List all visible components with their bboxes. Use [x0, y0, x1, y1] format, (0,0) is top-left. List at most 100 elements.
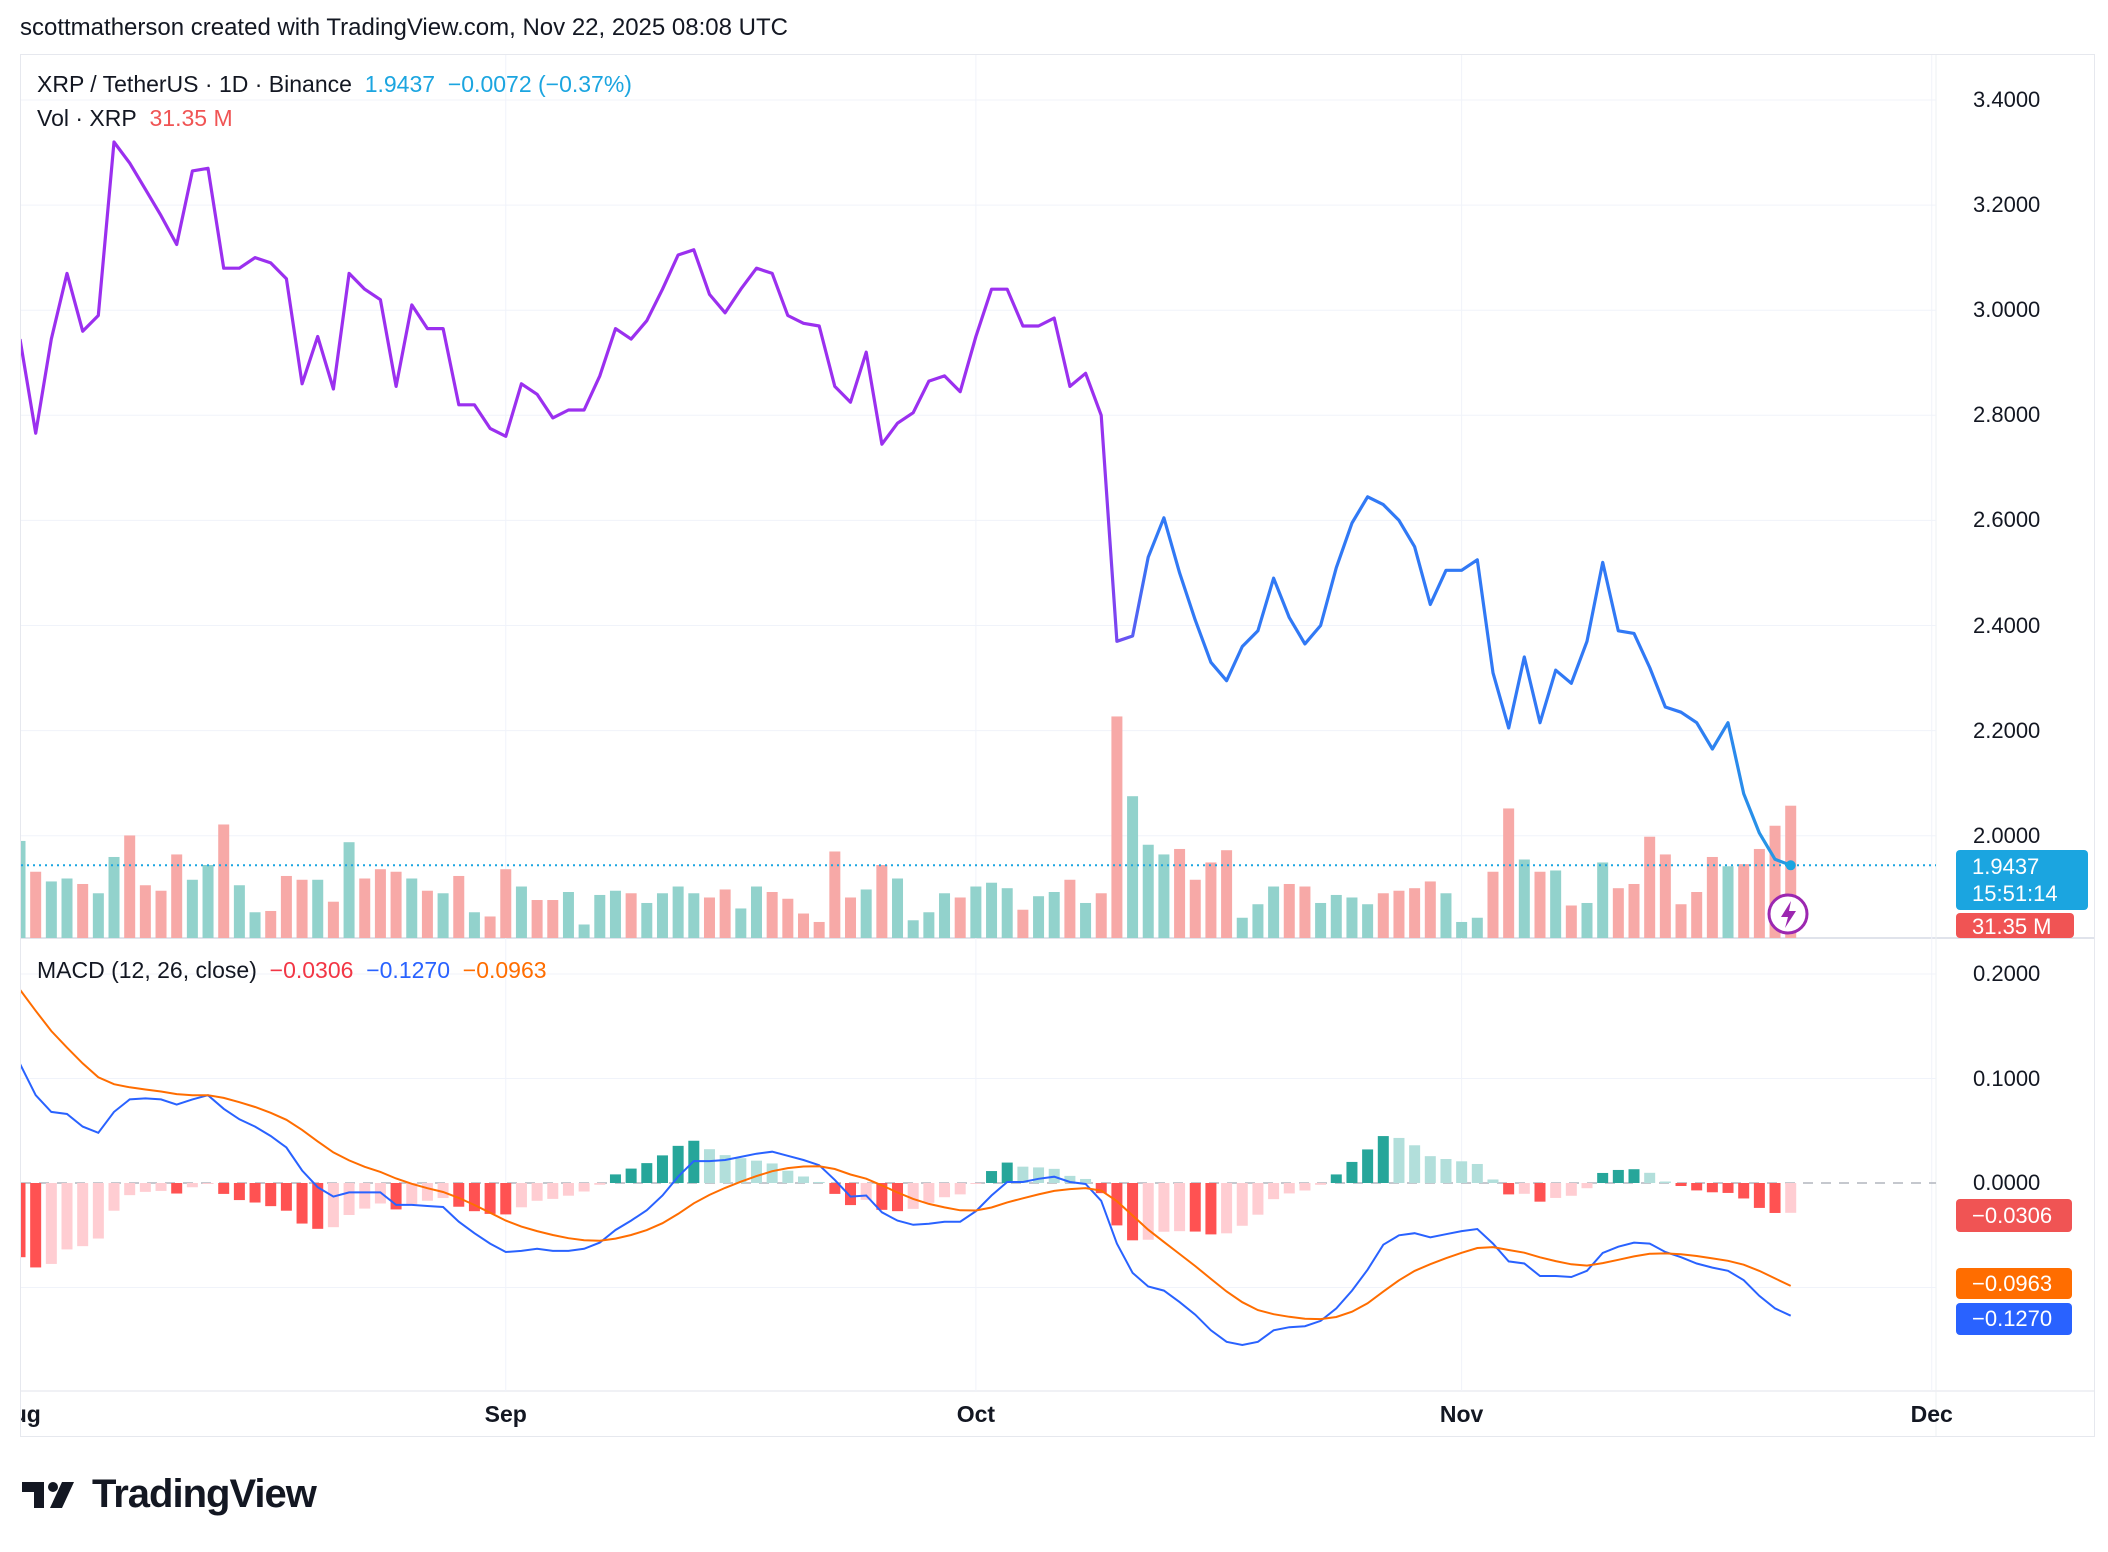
- attribution-text: scottmatherson created with TradingView.…: [20, 14, 788, 41]
- macd-histogram-bar: [782, 1170, 794, 1183]
- volume-bar: [1111, 716, 1123, 938]
- macd-histogram-bar: [1597, 1172, 1609, 1183]
- time-label-dec: Dec: [1910, 1401, 1953, 1427]
- last-price-tag: 1.9437 15:51:14: [1956, 850, 2088, 910]
- volume-label: Vol · XRP: [37, 105, 137, 131]
- volume-legend[interactable]: Vol · XRP 31.35 M: [37, 105, 233, 132]
- volume-bar: [343, 842, 355, 938]
- volume-bar: [124, 835, 136, 938]
- macd-legend[interactable]: MACD (12, 26, close) −0.0306 −0.1270 −0.…: [37, 957, 547, 984]
- macd-line-value: −0.1270: [366, 957, 450, 983]
- macd-histogram-bar: [1409, 1145, 1421, 1183]
- volume-bar: [845, 897, 857, 938]
- volume-bar: [1080, 902, 1092, 938]
- volume-bar: [1471, 917, 1483, 938]
- macd-histogram-bar: [21, 1183, 26, 1258]
- volume-bar: [390, 871, 402, 938]
- macd-histogram-bar: [829, 1183, 841, 1194]
- volume-bar: [1785, 805, 1797, 938]
- macd-histogram-bar: [1033, 1167, 1045, 1183]
- volume-bar: [327, 901, 339, 938]
- macd-histogram-bar: [750, 1160, 762, 1183]
- macd-histogram-bar: [703, 1149, 715, 1183]
- macd-histogram-bar: [1503, 1183, 1515, 1195]
- volume-bar: [719, 889, 731, 938]
- volume-bar: [954, 897, 966, 938]
- volume-bars: [21, 716, 1797, 938]
- time-label-nov: Nov: [1439, 1401, 1484, 1427]
- macd-histogram-bar: [1017, 1166, 1029, 1183]
- volume-bar: [594, 894, 606, 938]
- macd-histogram-bar: [892, 1183, 904, 1212]
- tradingview-logo[interactable]: TradingView: [22, 1472, 317, 1517]
- macd-histogram-bar: [1769, 1183, 1781, 1213]
- chart-canvas[interactable]: [21, 55, 2095, 1437]
- volume-bar: [798, 913, 809, 938]
- volume-bar: [1252, 904, 1264, 938]
- macd-histogram-bar: [562, 1183, 574, 1196]
- lightning-icon[interactable]: [1767, 893, 1809, 935]
- volume-bar: [61, 878, 73, 938]
- volume-bar: [233, 885, 245, 938]
- macd-histogram-bar: [1205, 1183, 1217, 1235]
- macd-histogram-bar: [249, 1183, 261, 1203]
- volume-bar: [1612, 888, 1624, 938]
- volume-bar: [500, 869, 512, 938]
- volume-bar: [923, 912, 935, 938]
- macd-histogram-bar: [531, 1183, 543, 1201]
- volume-bar: [92, 893, 104, 938]
- chart-frame[interactable]: XRP / TetherUS · 1D · Binance 1.9437 −0.…: [20, 54, 2095, 1437]
- macd-histogram-bar: [1127, 1183, 1139, 1241]
- volume-bar: [1127, 796, 1139, 938]
- macd-histogram-bar: [1315, 1183, 1327, 1185]
- macd-histogram-bar: [265, 1183, 277, 1207]
- price-tick-label: 2.0000: [1973, 822, 2041, 848]
- volume-bar: [1738, 864, 1750, 938]
- volume-bar: [312, 879, 324, 938]
- macd-histogram-bar: [1565, 1183, 1577, 1196]
- macd-histogram-bar: [656, 1155, 668, 1183]
- volume-bar: [1095, 893, 1107, 938]
- macd-histogram-bar: [327, 1183, 339, 1228]
- symbol-name[interactable]: XRP / TetherUS · 1D · Binance: [37, 71, 352, 97]
- macd-histogram-bar: [77, 1183, 89, 1247]
- volume-bar: [1769, 825, 1781, 938]
- macd-histogram-bar: [1534, 1183, 1546, 1202]
- macd-histogram-bar: [1550, 1183, 1562, 1198]
- macd-histogram-bar: [1299, 1183, 1311, 1191]
- macd-histogram-bar: [1753, 1183, 1765, 1208]
- price-tick-label: 2.2000: [1973, 717, 2041, 743]
- volume-bar: [609, 890, 621, 938]
- macd-histogram-bar: [1706, 1183, 1718, 1193]
- volume-bar: [1299, 886, 1311, 938]
- macd-tick-label: 0.2000: [1973, 961, 2041, 986]
- symbol-legend[interactable]: XRP / TetherUS · 1D · Binance 1.9437 −0.…: [37, 71, 632, 98]
- macd-histogram-bar: [1424, 1156, 1436, 1183]
- volume-bar: [1268, 886, 1280, 938]
- macd-histogram-bar: [124, 1183, 136, 1196]
- volume-bar: [625, 893, 637, 938]
- volume-bar: [155, 890, 167, 938]
- macd-histogram-bar: [1001, 1162, 1013, 1183]
- volume-bar: [1534, 871, 1546, 938]
- macd-histogram-bar: [1330, 1174, 1342, 1183]
- macd-histogram-bar: [1393, 1137, 1405, 1183]
- macd-histogram-bar: [1487, 1179, 1499, 1183]
- volume-bar: [1456, 921, 1468, 938]
- volume-bar: [1158, 854, 1170, 938]
- volume-bar: [1675, 904, 1687, 938]
- volume-bar: [688, 893, 700, 938]
- volume-bar: [218, 824, 230, 938]
- volume-bar: [1753, 848, 1765, 938]
- volume-bar: [45, 881, 57, 938]
- volume-bar: [1236, 917, 1248, 938]
- volume-bar: [547, 900, 559, 938]
- volume-bar: [1503, 808, 1515, 938]
- macd-histogram-bar: [1628, 1169, 1640, 1183]
- volume-bar: [1518, 859, 1530, 938]
- macd-histogram-bar: [296, 1183, 308, 1224]
- volume-bar: [1346, 897, 1358, 938]
- volume-bar: [1706, 856, 1718, 938]
- macd-histogram-bar: [1722, 1183, 1734, 1193]
- tradingview-logo-icon: [22, 1481, 74, 1508]
